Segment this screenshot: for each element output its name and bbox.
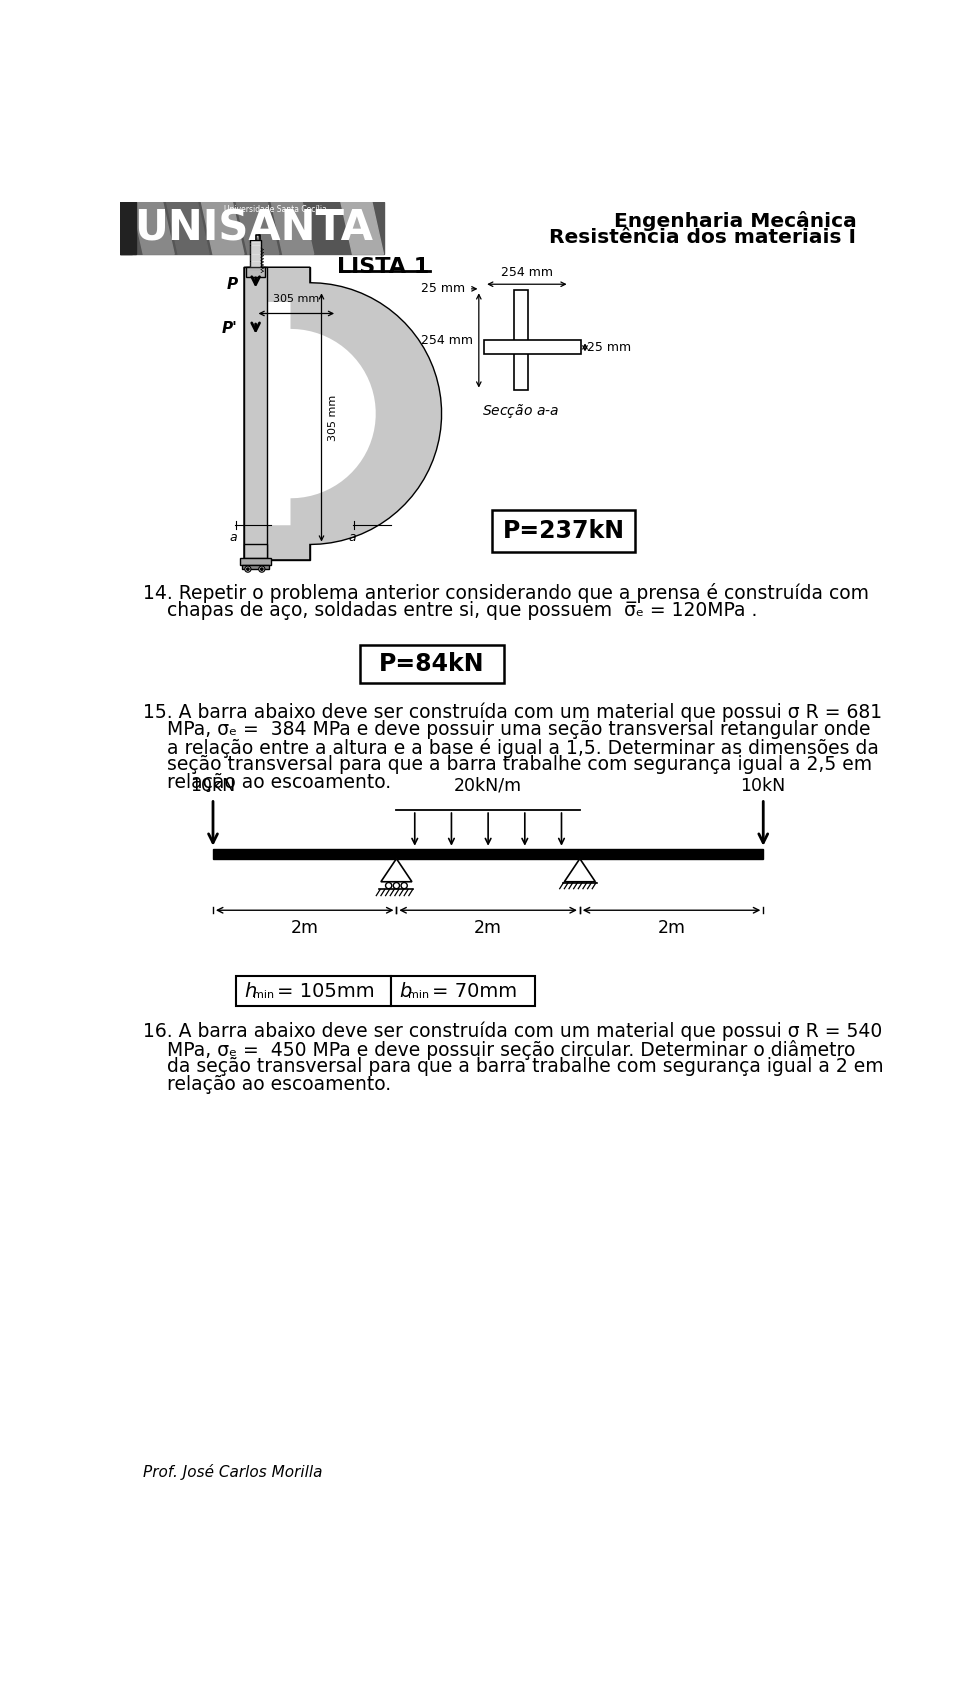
Text: MPa, σₑ =  384 MPa e deve possuir uma seção transversal retangular onde: MPa, σₑ = 384 MPa e deve possuir uma seç…: [143, 720, 871, 738]
Polygon shape: [132, 202, 175, 254]
Bar: [251, 241, 261, 271]
Text: a relação entre a altura e a base é igual a 1,5. Determinar as dimensões da: a relação entre a altura e a base é igua…: [143, 738, 879, 759]
Text: Resistência dos materiais I: Resistência dos materiais I: [549, 229, 856, 247]
Text: UNISANTA: UNISANTA: [134, 209, 372, 251]
Text: da seção transversal para que a barra trabalhe com segurança igual a 2 em: da seção transversal para que a barra tr…: [143, 1058, 884, 1076]
Text: 15. A barra abaixo deve ser construída com um material que possui σ R = 681: 15. A barra abaixo deve ser construída c…: [143, 703, 882, 722]
Text: 2m: 2m: [658, 920, 685, 937]
Polygon shape: [202, 202, 244, 254]
Text: 2m: 2m: [291, 920, 319, 937]
Bar: [360, 644, 504, 683]
Polygon shape: [341, 202, 383, 254]
Bar: [247, 267, 265, 276]
Text: Prof. José Carlos Morilla: Prof. José Carlos Morilla: [143, 1463, 323, 1480]
Bar: [492, 510, 636, 552]
Text: min: min: [253, 991, 275, 999]
Text: 254 mm: 254 mm: [501, 266, 553, 279]
Bar: [484, 340, 581, 355]
Text: P: P: [227, 278, 238, 291]
Bar: [236, 976, 392, 1006]
Circle shape: [394, 883, 399, 888]
Polygon shape: [244, 267, 442, 560]
Text: Universidade Santa Cecília: Universidade Santa Cecília: [224, 205, 326, 214]
Circle shape: [259, 567, 265, 572]
Polygon shape: [271, 202, 314, 254]
Text: = 70mm: = 70mm: [432, 982, 516, 1001]
Text: LISTA 1: LISTA 1: [337, 257, 430, 278]
Text: P=84kN: P=84kN: [379, 653, 485, 676]
Bar: [243, 565, 269, 569]
Text: min: min: [408, 991, 429, 999]
Polygon shape: [166, 202, 209, 254]
Text: a: a: [348, 532, 356, 545]
Text: a: a: [229, 532, 237, 545]
Text: 25 mm: 25 mm: [587, 341, 631, 353]
Text: Secção $a$-$a$: Secção $a$-$a$: [482, 402, 560, 420]
Text: relação ao escoamento.: relação ao escoamento.: [143, 1075, 392, 1093]
Polygon shape: [236, 202, 278, 254]
Text: P=237kN: P=237kN: [503, 520, 625, 543]
Text: 305 mm: 305 mm: [273, 294, 319, 304]
Text: chapas de aço, soldadas entre si, que possuem  σ̅ₑ = 120MPa .: chapas de aço, soldadas entre si, que po…: [143, 600, 757, 619]
Bar: [240, 558, 271, 565]
Text: 10kN: 10kN: [190, 777, 235, 794]
Bar: [120, 202, 135, 254]
Bar: [514, 291, 528, 390]
Text: 2m: 2m: [474, 920, 502, 937]
Polygon shape: [244, 303, 375, 525]
Text: 25 mm: 25 mm: [420, 283, 465, 296]
Text: 305 mm: 305 mm: [327, 394, 338, 441]
Text: b: b: [399, 982, 412, 1001]
Text: 10kN: 10kN: [740, 777, 786, 794]
Polygon shape: [381, 858, 412, 881]
Text: 254 mm: 254 mm: [420, 335, 472, 346]
Text: MPa, σₑ =  450 MPa e deve possuir seção circular. Determinar o diâmetro: MPa, σₑ = 450 MPa e deve possuir seção c…: [143, 1039, 855, 1060]
Circle shape: [245, 567, 251, 572]
Bar: [120, 202, 383, 254]
Bar: [120, 202, 132, 254]
Bar: [213, 849, 763, 858]
Text: 16. A barra abaixo deve ser construída com um material que possui σ R = 540: 16. A barra abaixo deve ser construída c…: [143, 1023, 882, 1041]
Circle shape: [386, 883, 392, 888]
Circle shape: [261, 569, 263, 570]
Text: relação ao escoamento.: relação ao escoamento.: [143, 774, 392, 792]
Text: Engenharia Mecânica: Engenharia Mecânica: [613, 210, 856, 230]
Polygon shape: [306, 202, 348, 254]
Text: seção transversal para que a barra trabalhe com segurança igual a 2,5 em: seção transversal para que a barra traba…: [143, 755, 873, 774]
Polygon shape: [564, 858, 595, 881]
Circle shape: [247, 569, 249, 570]
Circle shape: [401, 883, 407, 888]
Bar: [259, 267, 310, 560]
Bar: [244, 267, 267, 560]
Text: P': P': [222, 321, 238, 336]
Text: = 105mm: = 105mm: [276, 982, 374, 1001]
Bar: [392, 976, 535, 1006]
Text: 14. Repetir o problema anterior considerando que a prensa é construída com: 14. Repetir o problema anterior consider…: [143, 584, 869, 602]
Text: h: h: [244, 982, 256, 1001]
Text: 20kN/m: 20kN/m: [454, 777, 522, 794]
Bar: [244, 545, 267, 558]
